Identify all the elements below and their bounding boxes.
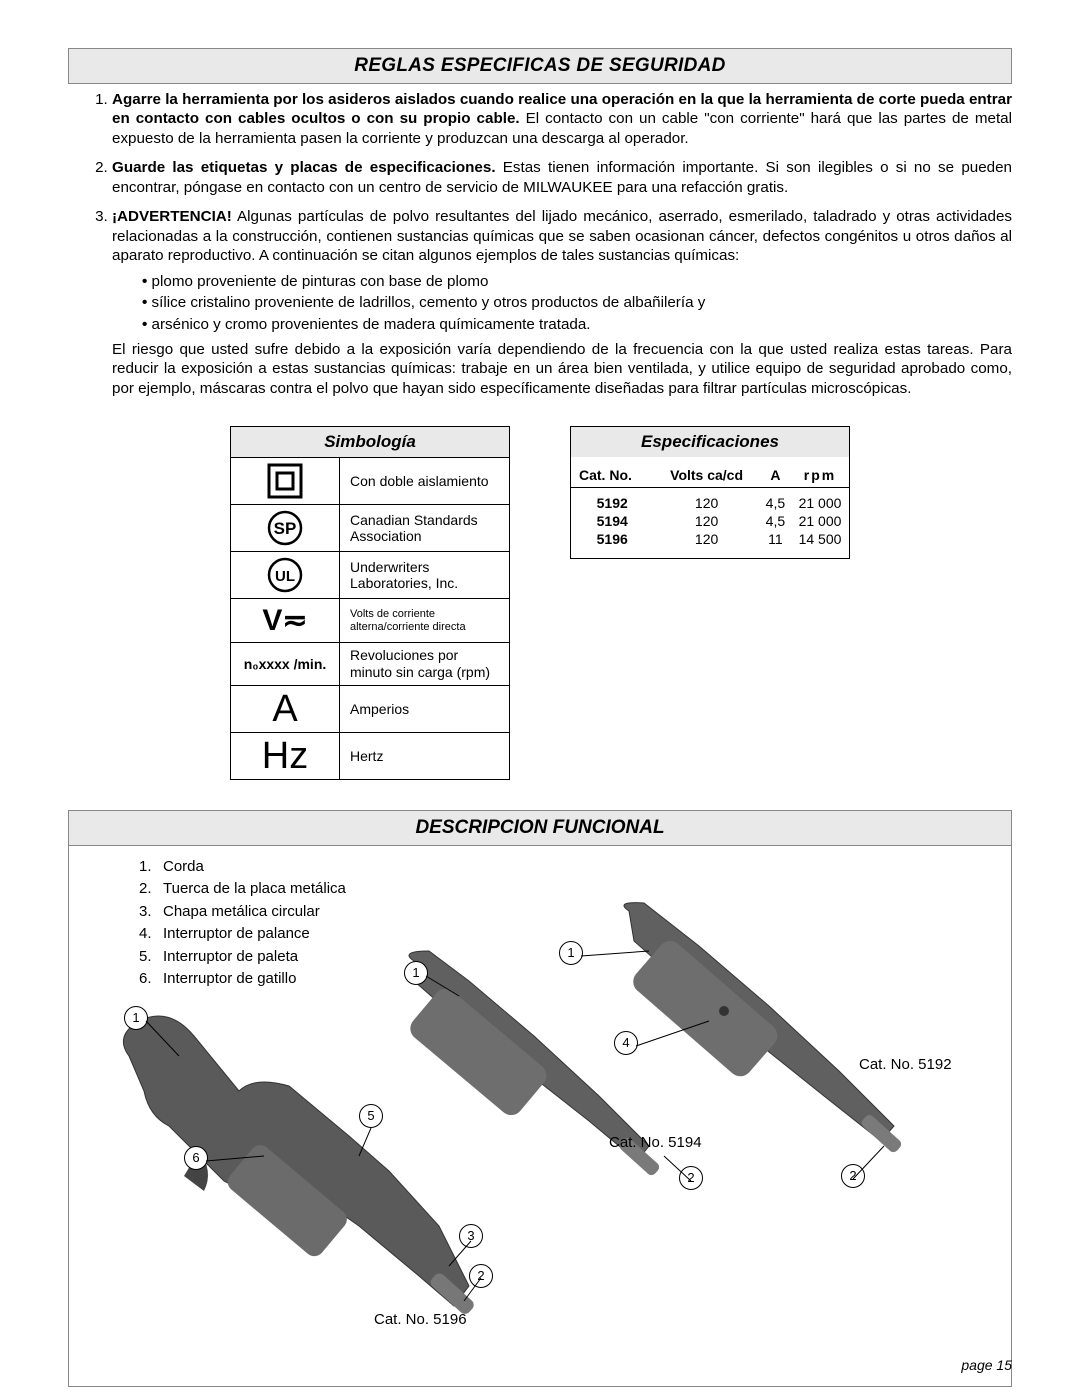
specs-amps-1: 4,5 bbox=[760, 512, 791, 530]
specs-amps-0: 4,5 bbox=[760, 494, 791, 512]
specs-head-rpm: rpm bbox=[791, 463, 849, 488]
rpm-symbol: n₀xxxx /min. bbox=[244, 656, 327, 672]
sym-row-ul: UL Underwriters Laboratories, Inc. bbox=[231, 552, 510, 599]
sym-desc-3: Volts de corriente alterna/corriente dir… bbox=[340, 599, 510, 643]
callout-2c: 2 bbox=[841, 1164, 865, 1188]
svg-text:SP: SP bbox=[274, 519, 297, 538]
acdc-icon: V≂ bbox=[231, 599, 340, 643]
specs-row-1: 5194 120 4,5 21 000 bbox=[571, 512, 849, 530]
sym-desc-1: Canadian Standards Association bbox=[340, 505, 510, 552]
rule-3-sub-3: arsénico y cromo provenientes de madera … bbox=[142, 315, 1012, 334]
specs-row-2: 5196 120 11 14 500 bbox=[571, 530, 849, 548]
functional-box: DESCRIPCION FUNCIONAL 1.Corda 2.Tuerca d… bbox=[68, 810, 1012, 1387]
callout-4: 4 bbox=[614, 1031, 638, 1055]
rule-3-sublist: plomo proveniente de pinturas con base d… bbox=[142, 272, 1012, 334]
rule-2-bold: Guarde las etiquetas y placas de especif… bbox=[112, 159, 496, 176]
specs-rpm-1: 21 000 bbox=[791, 512, 849, 530]
specs-inner-table: Cat. No. Volts ca/cd A rpm 5192 120 4,5 … bbox=[571, 463, 849, 548]
functional-body: 1.Corda 2.Tuerca de la placa metálica 3.… bbox=[69, 846, 1011, 1386]
sym-desc-0: Con doble aislamiento bbox=[340, 458, 510, 505]
symbology-table: Simbología Con doble aislamiento SP Cana… bbox=[230, 426, 510, 780]
rule-3-after: El riesgo que usted sufre debido a la ex… bbox=[112, 340, 1012, 398]
label-5196: Cat. No. 5196 bbox=[374, 1311, 467, 1328]
sym-row-hz: Hz Hertz bbox=[231, 732, 510, 779]
sym-desc-6: Hertz bbox=[340, 732, 510, 779]
tool-5192-image bbox=[609, 901, 929, 1181]
callout-3: 3 bbox=[459, 1224, 483, 1248]
ul-icon: UL bbox=[231, 552, 340, 599]
acdc-symbol: V≂ bbox=[262, 604, 307, 637]
callout-1a: 1 bbox=[124, 1006, 148, 1030]
part-2: 2.Tuerca de la placa metálica bbox=[139, 878, 991, 901]
sym-desc-2: Underwriters Laboratories, Inc. bbox=[340, 552, 510, 599]
sym-desc-4: Revoluciones por minuto sin carga (rpm) bbox=[340, 643, 510, 686]
specs-volts-2: 120 bbox=[653, 530, 759, 548]
csa-icon: SP bbox=[231, 505, 340, 552]
specs-rpm-2: 14 500 bbox=[791, 530, 849, 548]
callout-1c: 1 bbox=[559, 941, 583, 965]
functional-heading: DESCRIPCION FUNCIONAL bbox=[69, 811, 1011, 846]
callout-5: 5 bbox=[359, 1104, 383, 1128]
rpm-icon: n₀xxxx /min. bbox=[231, 643, 340, 686]
specs-volts-1: 120 bbox=[653, 512, 759, 530]
specs-row-0: 5192 120 4,5 21 000 bbox=[571, 494, 849, 512]
rules-list: Agarre la herramienta por los asideros a… bbox=[68, 90, 1012, 398]
sym-desc-5: Amperios bbox=[340, 685, 510, 732]
sym-row-double-insulated: Con doble aislamiento bbox=[231, 458, 510, 505]
specs-container: Especificaciones Cat. No. Volts ca/cd A … bbox=[570, 426, 850, 780]
specs-rpm-0: 21 000 bbox=[791, 494, 849, 512]
specs-volts-0: 120 bbox=[653, 494, 759, 512]
svg-text:UL: UL bbox=[275, 568, 295, 585]
callout-1b: 1 bbox=[404, 961, 428, 985]
sym-row-csa: SP Canadian Standards Association bbox=[231, 505, 510, 552]
page-number: page 15 bbox=[961, 1357, 1012, 1373]
specs-head-cat: Cat. No. bbox=[571, 463, 653, 488]
label-5192: Cat. No. 5192 bbox=[859, 1056, 952, 1073]
sym-row-amp: A Amperios bbox=[231, 685, 510, 732]
rule-3-sub-1: plomo proveniente de pinturas con base d… bbox=[142, 272, 1012, 291]
amp-symbol: A bbox=[272, 688, 297, 730]
callout-6: 6 bbox=[184, 1146, 208, 1170]
specs-head-volts: Volts ca/cd bbox=[653, 463, 759, 488]
specs-table: Especificaciones bbox=[570, 426, 850, 457]
hz-symbol: Hz bbox=[262, 735, 308, 777]
hz-icon: Hz bbox=[231, 732, 340, 779]
symbology-caption: Simbología bbox=[230, 426, 510, 457]
specs-cat-2: 5196 bbox=[571, 530, 653, 548]
rule-2: Guarde las etiquetas y placas de especif… bbox=[112, 158, 1012, 197]
sym-row-acdc: V≂ Volts de corriente alterna/corriente … bbox=[231, 599, 510, 643]
rule-3-bold: ¡ADVERTENCIA! bbox=[112, 208, 232, 225]
part-1: 1.Corda bbox=[139, 856, 991, 879]
double-insulated-icon bbox=[231, 458, 340, 505]
specs-header-row: Cat. No. Volts ca/cd A rpm bbox=[571, 463, 849, 488]
rules-heading: REGLAS ESPECIFICAS DE SEGURIDAD bbox=[79, 55, 1001, 77]
sym-row-rpm: n₀xxxx /min. Revoluciones por minuto sin… bbox=[231, 643, 510, 686]
specs-cat-0: 5192 bbox=[571, 494, 653, 512]
amp-icon: A bbox=[231, 685, 340, 732]
specs-caption: Especificaciones bbox=[570, 426, 850, 457]
specs-amps-2: 11 bbox=[760, 530, 791, 548]
specs-head-amps: A bbox=[760, 463, 791, 488]
rule-3-text: Algunas partículas de polvo resultantes … bbox=[112, 208, 1012, 264]
mid-tables-row: Simbología Con doble aislamiento SP Cana… bbox=[68, 426, 1012, 780]
rules-heading-box: REGLAS ESPECIFICAS DE SEGURIDAD bbox=[68, 48, 1012, 84]
rule-1: Agarre la herramienta por los asideros a… bbox=[112, 90, 1012, 148]
rule-3: ¡ADVERTENCIA! Algunas partículas de polv… bbox=[112, 207, 1012, 398]
specs-cat-1: 5194 bbox=[571, 512, 653, 530]
callout-2a: 2 bbox=[469, 1264, 493, 1288]
rule-3-sub-2: sílice cristalino proveniente de ladrill… bbox=[142, 293, 1012, 312]
